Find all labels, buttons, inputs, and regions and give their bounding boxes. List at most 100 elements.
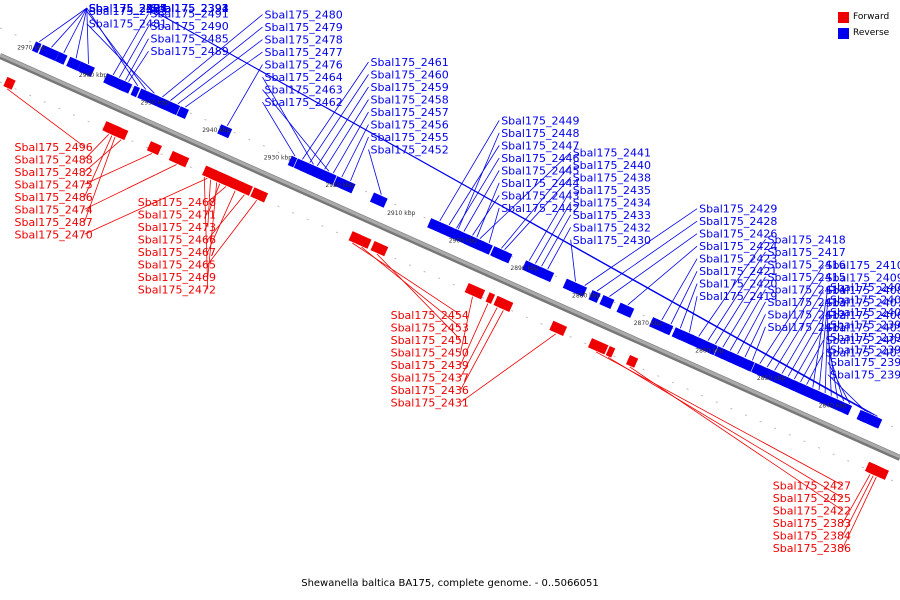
gene-label-Sbal175_2397[interactable]: Sbal175_2397 [830, 344, 900, 357]
gene-feature-Sbal175_2432[interactable] [536, 266, 555, 283]
gene-feature-Sbal175_2430[interactable] [562, 278, 584, 296]
gene-label-Sbal175_2448[interactable]: Sbal175_2448 [501, 127, 579, 140]
gene-label-Sbal175_2438[interactable]: Sbal175_2438 [573, 171, 651, 184]
gene-label-Sbal175_2393[interactable]: Sbal175_2393 [151, 2, 229, 15]
gene-label-Sbal175_2425[interactable]: Sbal175_2425 [773, 492, 851, 505]
gene-label-Sbal175_2464[interactable]: Sbal175_2464 [265, 71, 343, 84]
gene-label-Sbal175_2421[interactable]: Sbal175_2421 [699, 265, 777, 278]
gene-label-Sbal175_2430[interactable]: Sbal175_2430 [573, 234, 651, 247]
gene-label-Sbal175_2422[interactable]: Sbal175_2422 [773, 505, 851, 518]
gene-label-Sbal175_2446[interactable]: Sbal175_2446 [501, 152, 579, 165]
gene-label-Sbal175_2480[interactable]: Sbal175_2480 [265, 9, 343, 22]
gene-label-Sbal175_2489[interactable]: Sbal175_2489 [151, 45, 229, 58]
gene-feature-Sbal175_2422[interactable] [625, 354, 639, 368]
gene-label-Sbal175_2465[interactable]: Sbal175_2465 [138, 258, 216, 271]
gene-feature-Sbal175_2450[interactable] [464, 282, 486, 300]
gene-feature-Sbal175_2425[interactable] [605, 346, 616, 358]
gene-label-Sbal175_2424[interactable]: Sbal175_2424 [699, 240, 777, 253]
gene-label-Sbal175_2440[interactable]: Sbal175_2440 [573, 159, 651, 172]
gene-label-Sbal175_2449[interactable]: Sbal175_2449 [501, 114, 579, 127]
gene-label-Sbal175_2416[interactable]: Sbal175_2416 [768, 258, 846, 271]
gene-feature-Sbal175_2438[interactable] [491, 246, 513, 264]
gene-label-Sbal175_2436[interactable]: Sbal175_2436 [391, 384, 469, 397]
gene-label-Sbal175_2441[interactable]: Sbal175_2441 [573, 146, 651, 159]
gene-label-Sbal175_2407[interactable]: Sbal175_2407 [826, 297, 900, 310]
gene-label-Sbal175_2409[interactable]: Sbal175_2409 [826, 272, 900, 285]
gene-label-Sbal175_2451[interactable]: Sbal175_2451 [391, 334, 469, 347]
gene-feature-Sbal175_2441[interactable] [469, 237, 486, 252]
gene-label-Sbal175_2403[interactable]: Sbal175_2403 [826, 347, 900, 360]
gene-label-Sbal175_2493[interactable]: Sbal175_2493 [89, 2, 167, 15]
gene-feature-Sbal175_2497[interactable] [55, 51, 68, 65]
gene-feature-Sbal175_2477[interactable] [176, 106, 189, 120]
gene-label-Sbal175_2473[interactable]: Sbal175_2473 [138, 221, 216, 234]
gene-feature-Sbal175_2462[interactable] [287, 155, 298, 168]
gene-feature-Sbal175_2420[interactable] [671, 327, 684, 341]
gene-feature-Sbal175_2401[interactable] [811, 389, 822, 402]
gene-label-Sbal175_2419[interactable]: Sbal175_2419 [699, 290, 777, 303]
gene-label-Sbal175_2428[interactable]: Sbal175_2428 [699, 215, 777, 228]
gene-label-Sbal175_2487[interactable]: Sbal175_2487 [15, 216, 93, 229]
gene-label-Sbal175_2445[interactable]: Sbal175_2445 [501, 164, 579, 177]
gene-feature-Sbal175_2396[interactable] [842, 403, 853, 416]
gene-label-Sbal175_2463[interactable]: Sbal175_2463 [265, 84, 343, 97]
gene-label-Sbal175_2485[interactable]: Sbal175_2485 [151, 33, 229, 46]
gene-label-Sbal175_2478[interactable]: Sbal175_2478 [265, 34, 343, 47]
gene-feature-Sbal175_2489[interactable] [119, 80, 133, 94]
gene-feature-Sbal175_2484[interactable] [130, 85, 141, 98]
gene-label-Sbal175_2466[interactable]: Sbal175_2466 [138, 233, 216, 246]
gene-feature-Sbal175_2416[interactable] [708, 343, 718, 356]
gene-label-Sbal175_2395[interactable]: Sbal175_2395 [830, 369, 900, 382]
gene-label-Sbal175_2503[interactable]: Sbal175_2503 [89, 2, 167, 15]
gene-label-Sbal175_2454[interactable]: Sbal175_2454 [391, 309, 469, 322]
gene-label-Sbal175_2462[interactable]: Sbal175_2462 [265, 96, 343, 109]
gene-feature-Sbal175_2452[interactable] [369, 192, 388, 208]
gene-label-Sbal175_2467[interactable]: Sbal175_2467 [138, 246, 216, 259]
gene-label-Sbal175_2447[interactable]: Sbal175_2447 [501, 139, 579, 152]
gene-label-Sbal175_2443[interactable]: Sbal175_2443 [501, 189, 579, 202]
gene-label-Sbal175_2460[interactable]: Sbal175_2460 [371, 69, 449, 82]
gene-feature-Sbal175_2431[interactable] [549, 320, 568, 337]
gene-label-Sbal175_2435[interactable]: Sbal175_2435 [573, 184, 651, 197]
gene-feature-Sbal175_2428[interactable] [588, 290, 601, 303]
gene-feature-Sbal175_2474[interactable] [168, 150, 190, 168]
gene-label-Sbal175_2398[interactable]: Sbal175_2398 [830, 331, 900, 344]
gene-label-Sbal175_2483[interactable]: Sbal175_2483 [89, 5, 167, 18]
gene-label-Sbal175_2490[interactable]: Sbal175_2490 [151, 20, 229, 33]
gene-feature-Sbal175_2478[interactable] [170, 103, 181, 116]
gene-label-Sbal175_2420[interactable]: Sbal175_2420 [699, 278, 777, 291]
gene-label-Sbal175_2392[interactable]: Sbal175_2392 [151, 2, 229, 15]
gene-label-Sbal175_2471[interactable]: Sbal175_2471 [138, 208, 216, 221]
gene-feature-Sbal175_2501[interactable] [38, 44, 60, 62]
gene-feature-Sbal175_2467[interactable] [230, 178, 246, 193]
gene-label-Sbal175_2488[interactable]: Sbal175_2488 [15, 153, 93, 166]
gene-label-Sbal175_2396[interactable]: Sbal175_2396 [830, 356, 900, 369]
gene-feature-Sbal175_2453[interactable] [356, 234, 372, 249]
gene-label-Sbal175_2386[interactable]: Sbal175_2386 [773, 542, 851, 555]
gene-label-Sbal175_2468[interactable]: Sbal175_2468 [138, 196, 216, 209]
gene-feature-Sbal175_2454[interactable] [348, 231, 361, 244]
gene-feature-Sbal175_2427[interactable] [587, 338, 609, 355]
gene-feature-Sbal175_2406[interactable] [780, 376, 791, 388]
gene-label-Sbal175_2384[interactable]: Sbal175_2384 [773, 530, 851, 543]
gene-label-Sbal175_2484[interactable]: Sbal175_2484 [89, 2, 167, 15]
gene-label-Sbal175_2391[interactable]: Sbal175_2391 [151, 2, 229, 15]
gene-label-Sbal175_2452[interactable]: Sbal175_2452 [371, 144, 449, 157]
gene-label-Sbal175_2418[interactable]: Sbal175_2418 [768, 233, 846, 246]
gene-label-Sbal175_2495[interactable]: Sbal175_2495 [89, 2, 167, 15]
gene-label-Sbal175_2404[interactable]: Sbal175_2404 [826, 334, 900, 347]
gene-label-Sbal175_2423[interactable]: Sbal175_2423 [699, 253, 777, 266]
gene-feature-Sbal175_2469[interactable] [208, 168, 230, 186]
gene-label-Sbal175_2400[interactable]: Sbal175_2400 [830, 306, 900, 319]
gene-label-Sbal175_2475[interactable]: Sbal175_2475 [15, 178, 93, 191]
gene-label-Sbal175_2474[interactable]: Sbal175_2474 [15, 203, 93, 216]
gene-label-Sbal175_2479[interactable]: Sbal175_2479 [265, 21, 343, 34]
gene-feature-Sbal175_2391[interactable] [870, 416, 880, 428]
gene-label-Sbal175_2472[interactable]: Sbal175_2472 [138, 283, 216, 296]
gene-label-Sbal175_2437[interactable]: Sbal175_2437 [391, 371, 469, 384]
gene-feature-Sbal175_2411[interactable] [745, 360, 755, 372]
gene-feature-Sbal175_2458[interactable] [311, 166, 333, 184]
gene-feature-Sbal175_2451[interactable] [370, 240, 389, 257]
gene-label-Sbal175_2476[interactable]: Sbal175_2476 [265, 59, 343, 72]
gene-label-Sbal175_2442[interactable]: Sbal175_2442 [501, 202, 579, 215]
